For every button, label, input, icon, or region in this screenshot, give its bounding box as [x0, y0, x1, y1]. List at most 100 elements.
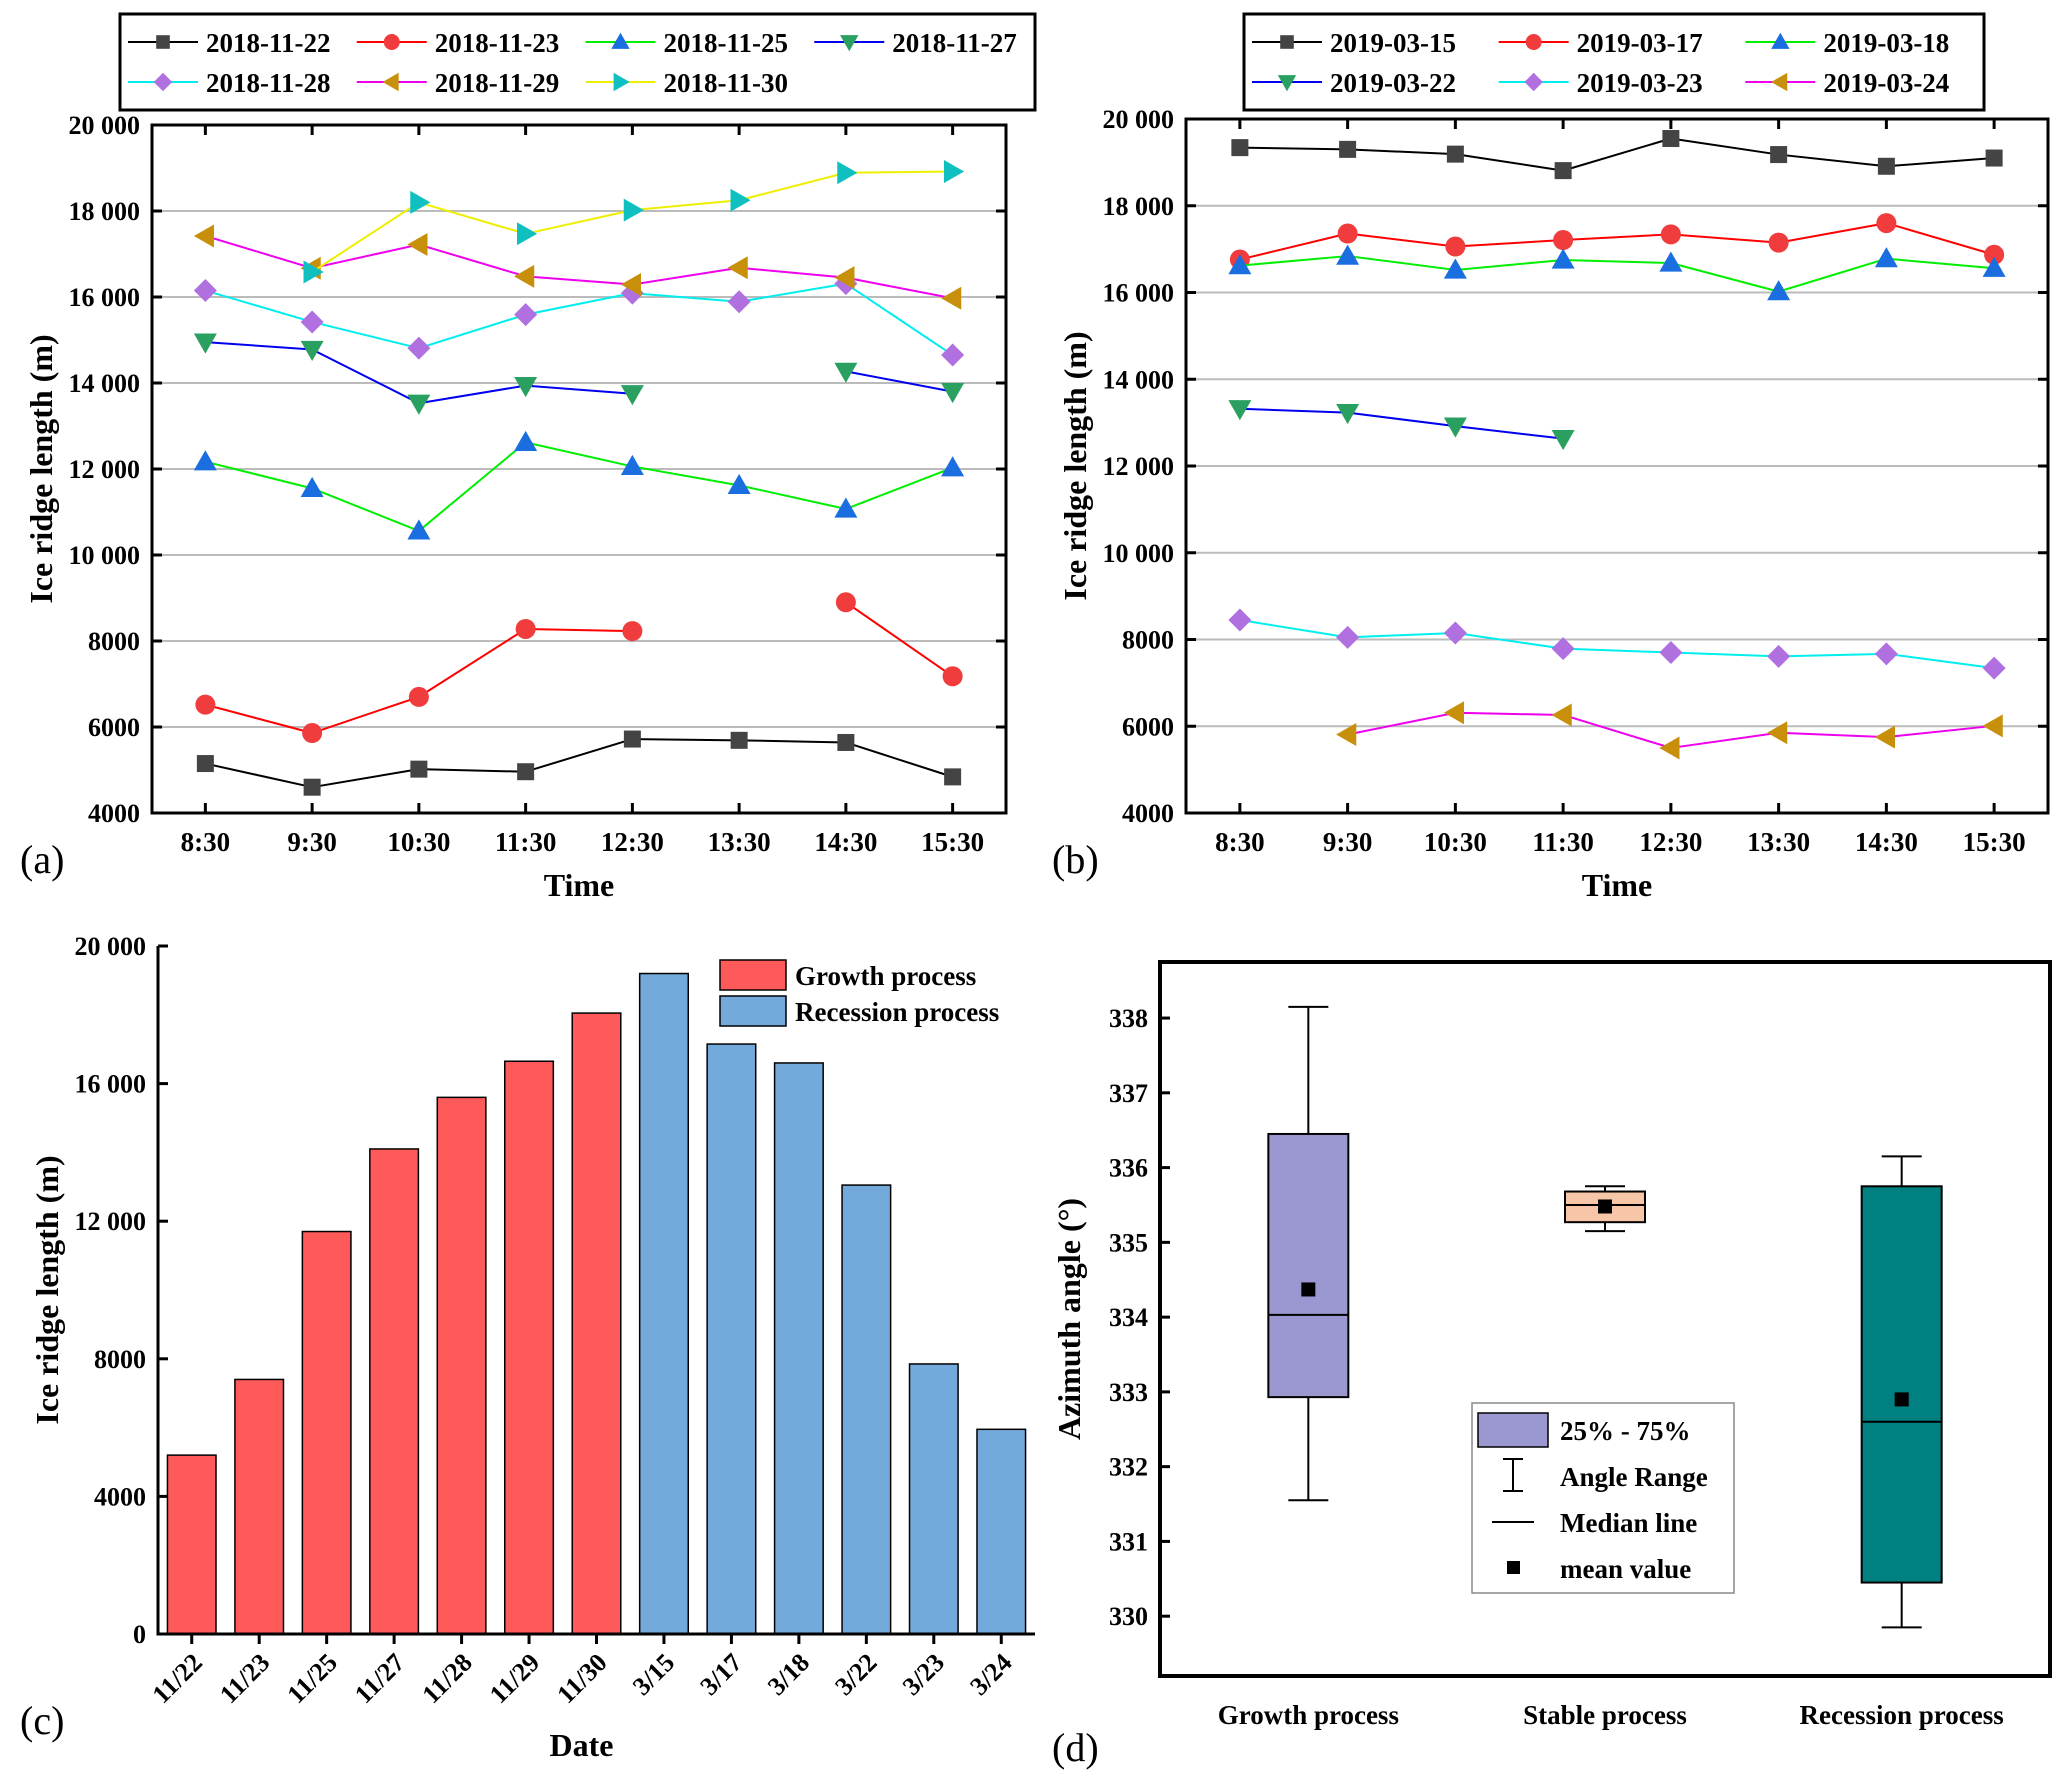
series-line	[1562, 137, 1672, 172]
marker-diamond	[941, 343, 965, 367]
series-line	[1347, 411, 1456, 428]
marker-triangle-up	[1982, 256, 2006, 277]
y-tick-label: 8000	[88, 627, 140, 656]
marker-square	[303, 778, 321, 796]
x-tick-label: Stable process	[1523, 1700, 1687, 1730]
marker-triangle-right	[623, 198, 644, 222]
marker-triangle-down	[941, 382, 965, 404]
series-line	[205, 289, 313, 323]
x-tick-label: 11/30	[551, 1648, 612, 1709]
marker-square	[1280, 35, 1294, 49]
marker-triangle-down	[300, 340, 324, 361]
mean-marker	[1301, 1282, 1316, 1297]
series-line	[525, 292, 633, 316]
marker-square	[517, 763, 535, 781]
marker-triangle-left	[1659, 736, 1680, 760]
series-2018-11-23	[195, 592, 963, 744]
series-line	[525, 627, 633, 633]
y-tick-label: 20 000	[69, 111, 141, 140]
axis-lines	[156, 946, 1035, 1636]
legend-box	[1242, 12, 1986, 112]
x-tick-label: 8:30	[1215, 827, 1265, 857]
marker-triangle-left	[193, 224, 214, 248]
marker-diamond	[1982, 656, 2006, 680]
series-line	[845, 282, 954, 356]
series-line	[1670, 651, 1779, 658]
series-line	[311, 768, 420, 789]
panel-label: (d)	[1052, 1725, 1099, 1770]
series-line	[739, 266, 846, 279]
marker-triangle-right	[517, 222, 538, 246]
marker-triangle-right	[303, 260, 324, 284]
bar	[638, 972, 689, 1635]
marker-diamond	[1336, 625, 1360, 649]
series-line	[845, 741, 953, 778]
series-2019-03-18	[1228, 244, 2006, 301]
x-tick-label: 15:30	[1963, 827, 2026, 857]
marker-circle	[302, 723, 323, 744]
y-tick-label: 334	[1109, 1303, 1148, 1332]
series-2019-03-24	[1336, 701, 2003, 760]
bar	[773, 1062, 824, 1635]
series-line	[1347, 255, 1456, 271]
marker-square	[1770, 146, 1788, 164]
bar	[369, 1148, 420, 1635]
bar	[301, 1230, 352, 1635]
marker-triangle-left	[382, 72, 399, 92]
x-axis-label: Date	[550, 1727, 614, 1763]
bar	[908, 1363, 959, 1635]
marker-diamond	[514, 303, 538, 327]
marker-diamond	[1767, 644, 1791, 668]
marker-triangle-up	[727, 473, 751, 494]
bar	[436, 1096, 487, 1635]
legend-label: 2018-11-28	[206, 68, 331, 98]
series-line	[1563, 233, 1671, 242]
x-tick-label: 11/28	[416, 1648, 477, 1709]
x-tick-label: 3/22	[829, 1648, 882, 1701]
series-line	[1455, 711, 1564, 716]
marker-square	[1554, 162, 1572, 180]
marker-triangle-left	[727, 256, 748, 280]
series-line	[738, 484, 847, 510]
mean-marker	[1598, 1199, 1612, 1214]
marker-triangle-down	[1277, 75, 1297, 92]
x-tick-label: 8:30	[181, 827, 231, 857]
legend-label: 2018-11-25	[664, 28, 789, 58]
box-plot-d: 330 331 332 333 334 335 336 337 338 Azimuth angle…	[1051, 960, 2052, 1770]
series-2018-11-27	[193, 333, 965, 415]
series-2018-11-22	[196, 730, 962, 796]
x-tick-label: 3/23	[897, 1648, 950, 1701]
y-tick-label: 0	[133, 1620, 146, 1649]
marker-triangle-up	[193, 450, 217, 471]
y-tick-label: 10 000	[69, 541, 141, 570]
legend-label: 2018-11-23	[435, 28, 560, 58]
legend-label: 2018-11-22	[206, 28, 331, 58]
series-line	[1239, 618, 1348, 639]
marker-diamond	[1874, 642, 1898, 666]
series-line	[418, 441, 527, 532]
x-tick-label: 11:30	[1532, 827, 1594, 857]
x-tick-label: 3/18	[762, 1648, 815, 1701]
marker-triangle-up	[514, 430, 538, 451]
series-line	[632, 266, 740, 286]
series-2018-11-29	[193, 224, 962, 310]
series-line	[418, 243, 526, 278]
y-tick-label: 8000	[94, 1345, 146, 1374]
series-line	[1886, 652, 1995, 670]
y-tick-label: 331	[1109, 1527, 1148, 1556]
marker-triangle-left	[620, 273, 641, 297]
marker-square	[837, 733, 855, 751]
y-tick-label: 20 000	[1103, 105, 1175, 134]
x-tick-label: Recession process	[1800, 1700, 2004, 1730]
marker-triangle-left	[1874, 725, 1895, 749]
x-tick-label: 11/22	[147, 1648, 208, 1709]
marker-diamond	[727, 290, 751, 314]
marker-triangle-down	[620, 385, 644, 406]
y-tick-label: 14 000	[1103, 365, 1175, 394]
x-tick-label: 12:30	[1639, 827, 1702, 857]
y-tick-label: 330	[1109, 1602, 1148, 1631]
y-tick-label: 338	[1109, 1004, 1148, 1033]
series-line	[418, 384, 526, 405]
y-tick-label: 20 000	[75, 932, 147, 961]
marker-diamond	[1659, 641, 1683, 665]
